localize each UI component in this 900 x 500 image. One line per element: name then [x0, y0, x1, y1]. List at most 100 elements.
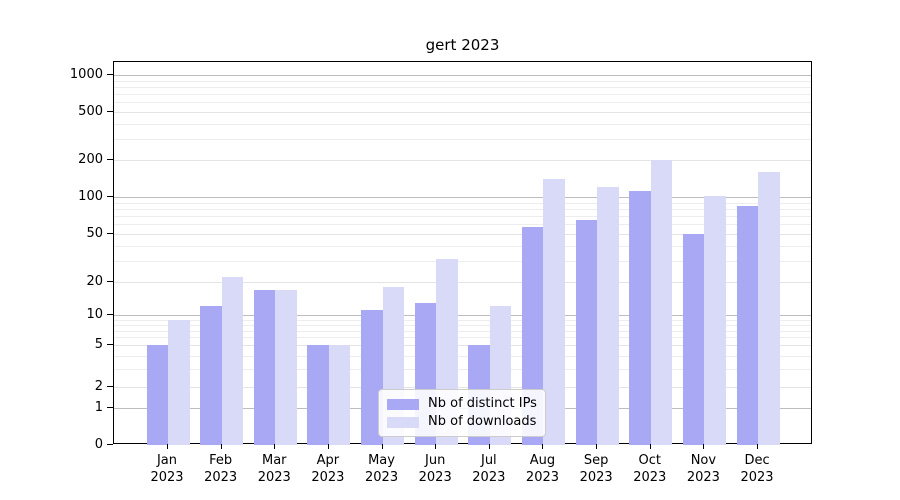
minor-gridline [114, 202, 811, 204]
legend-swatch-downloads [387, 416, 419, 428]
bar-feb-downloads [221, 277, 244, 445]
y-tick-mark [107, 444, 113, 445]
minor-gridline [114, 138, 811, 140]
x-tick-label-year: 2023 [204, 470, 238, 485]
y-tick-mark [107, 314, 113, 315]
bar-oct-distinct-ips [629, 190, 651, 445]
gridline [114, 282, 811, 283]
y-tick-mark [107, 74, 113, 75]
legend: Nb of distinct IPs Nb of downloads [378, 389, 546, 437]
x-tick-label: Apr 2023 [298, 452, 358, 486]
y-tick-mark [107, 159, 113, 160]
y-tick-mark [107, 386, 113, 388]
y-tick-label: 5 [94, 336, 103, 352]
y-tick-mark [107, 281, 113, 282]
x-tick-label: Sep 2023 [566, 452, 626, 486]
x-tick-label: Jan 2023 [137, 452, 197, 486]
bar-nov-downloads [704, 195, 726, 445]
major-gridline [114, 75, 811, 76]
x-tick-label: Mar 2023 [244, 452, 304, 486]
y-tick-label: 2 [94, 378, 103, 394]
x-tick-label: Jun 2023 [405, 452, 465, 486]
x-tick-mark [757, 444, 759, 449]
x-tick-label: Nov 2023 [673, 452, 733, 486]
bar-jan-distinct-ips [146, 345, 168, 445]
x-tick-label-year: 2023 [579, 470, 613, 485]
legend-entry-downloads: Nb of downloads [387, 414, 537, 430]
gridline [114, 160, 811, 161]
x-tick-label: Aug 2023 [512, 452, 572, 486]
y-tick-mark [107, 111, 113, 112]
minor-gridline [114, 337, 811, 339]
x-tick-mark [596, 444, 598, 449]
x-tick-mark [167, 444, 168, 449]
bar-aug-downloads [543, 179, 565, 445]
minor-gridline [114, 324, 811, 326]
x-tick-label-year: 2023 [472, 470, 506, 485]
major-gridline [114, 315, 811, 316]
x-tick-label-year: 2023 [311, 470, 345, 485]
minor-gridline [114, 94, 811, 96]
x-tick-label-year: 2023 [633, 470, 667, 485]
y-tick-label: 50 [86, 225, 103, 241]
x-tick-mark [274, 444, 276, 449]
y-tick-mark [107, 344, 113, 346]
y-tick-mark [107, 233, 113, 234]
x-tick-label-year: 2023 [525, 470, 560, 485]
minor-gridline [114, 123, 811, 125]
chart-title: gert 2023 [425, 36, 500, 54]
minor-gridline [114, 330, 811, 332]
y-tick-mark [107, 196, 113, 197]
x-tick-label-year: 2023 [418, 470, 452, 485]
x-tick-mark [435, 444, 437, 449]
x-tick-mark [649, 444, 651, 449]
x-tick-mark [220, 444, 222, 449]
legend-swatch-distinct-ips [387, 398, 419, 410]
legend-label-distinct-ips: Nb of distinct IPs [428, 396, 537, 411]
bar-mar-distinct-ips [253, 289, 276, 445]
x-tick-mark [542, 444, 544, 449]
x-tick-label: Feb 2023 [191, 452, 251, 486]
bar-may-distinct-ips [361, 310, 383, 445]
bar-feb-distinct-ips [200, 306, 222, 445]
legend-entry-distinct-ips: Nb of distinct IPs [387, 396, 537, 412]
x-tick-label-year: 2023 [740, 470, 774, 485]
x-tick-mark [703, 444, 705, 449]
minor-gridline [114, 319, 811, 321]
y-tick-mark [107, 407, 113, 409]
legend-label-downloads: Nb of downloads [428, 414, 537, 429]
bar-mar-downloads [275, 289, 297, 445]
bar-sep-downloads [597, 187, 619, 445]
y-tick-label: 20 [86, 273, 103, 289]
bar-dec-distinct-ips [736, 205, 759, 445]
y-tick-label: 200 [78, 151, 103, 167]
x-tick-label: Dec 2023 [727, 452, 787, 486]
bar-dec-downloads [758, 171, 780, 445]
minor-gridline [114, 208, 811, 210]
y-tick-label: 0 [94, 436, 103, 452]
bar-sep-distinct-ips [575, 219, 598, 445]
minor-gridline [114, 224, 811, 226]
gridline [114, 234, 811, 235]
major-gridline [114, 197, 811, 198]
minor-gridline [114, 245, 811, 247]
x-tick-label: Oct 2023 [620, 452, 680, 486]
x-tick-label-year: 2023 [365, 470, 399, 485]
x-tick-label-year: 2023 [150, 470, 184, 485]
minor-gridline [114, 80, 811, 82]
y-tick-label: 1 [94, 399, 103, 415]
y-tick-label: 10 [86, 306, 103, 322]
bar-jan-downloads [168, 319, 190, 445]
minor-gridline [114, 86, 811, 88]
y-tick-label: 100 [78, 188, 103, 204]
x-tick-mark [488, 444, 490, 449]
y-tick-label: 500 [78, 103, 103, 119]
bar-oct-downloads [650, 160, 673, 445]
bar-apr-distinct-ips [307, 345, 329, 445]
minor-gridline [114, 216, 811, 218]
x-tick-mark [327, 444, 329, 449]
x-tick-label: May 2023 [352, 452, 412, 486]
bar-apr-downloads [328, 345, 351, 445]
minor-gridline [114, 355, 811, 357]
